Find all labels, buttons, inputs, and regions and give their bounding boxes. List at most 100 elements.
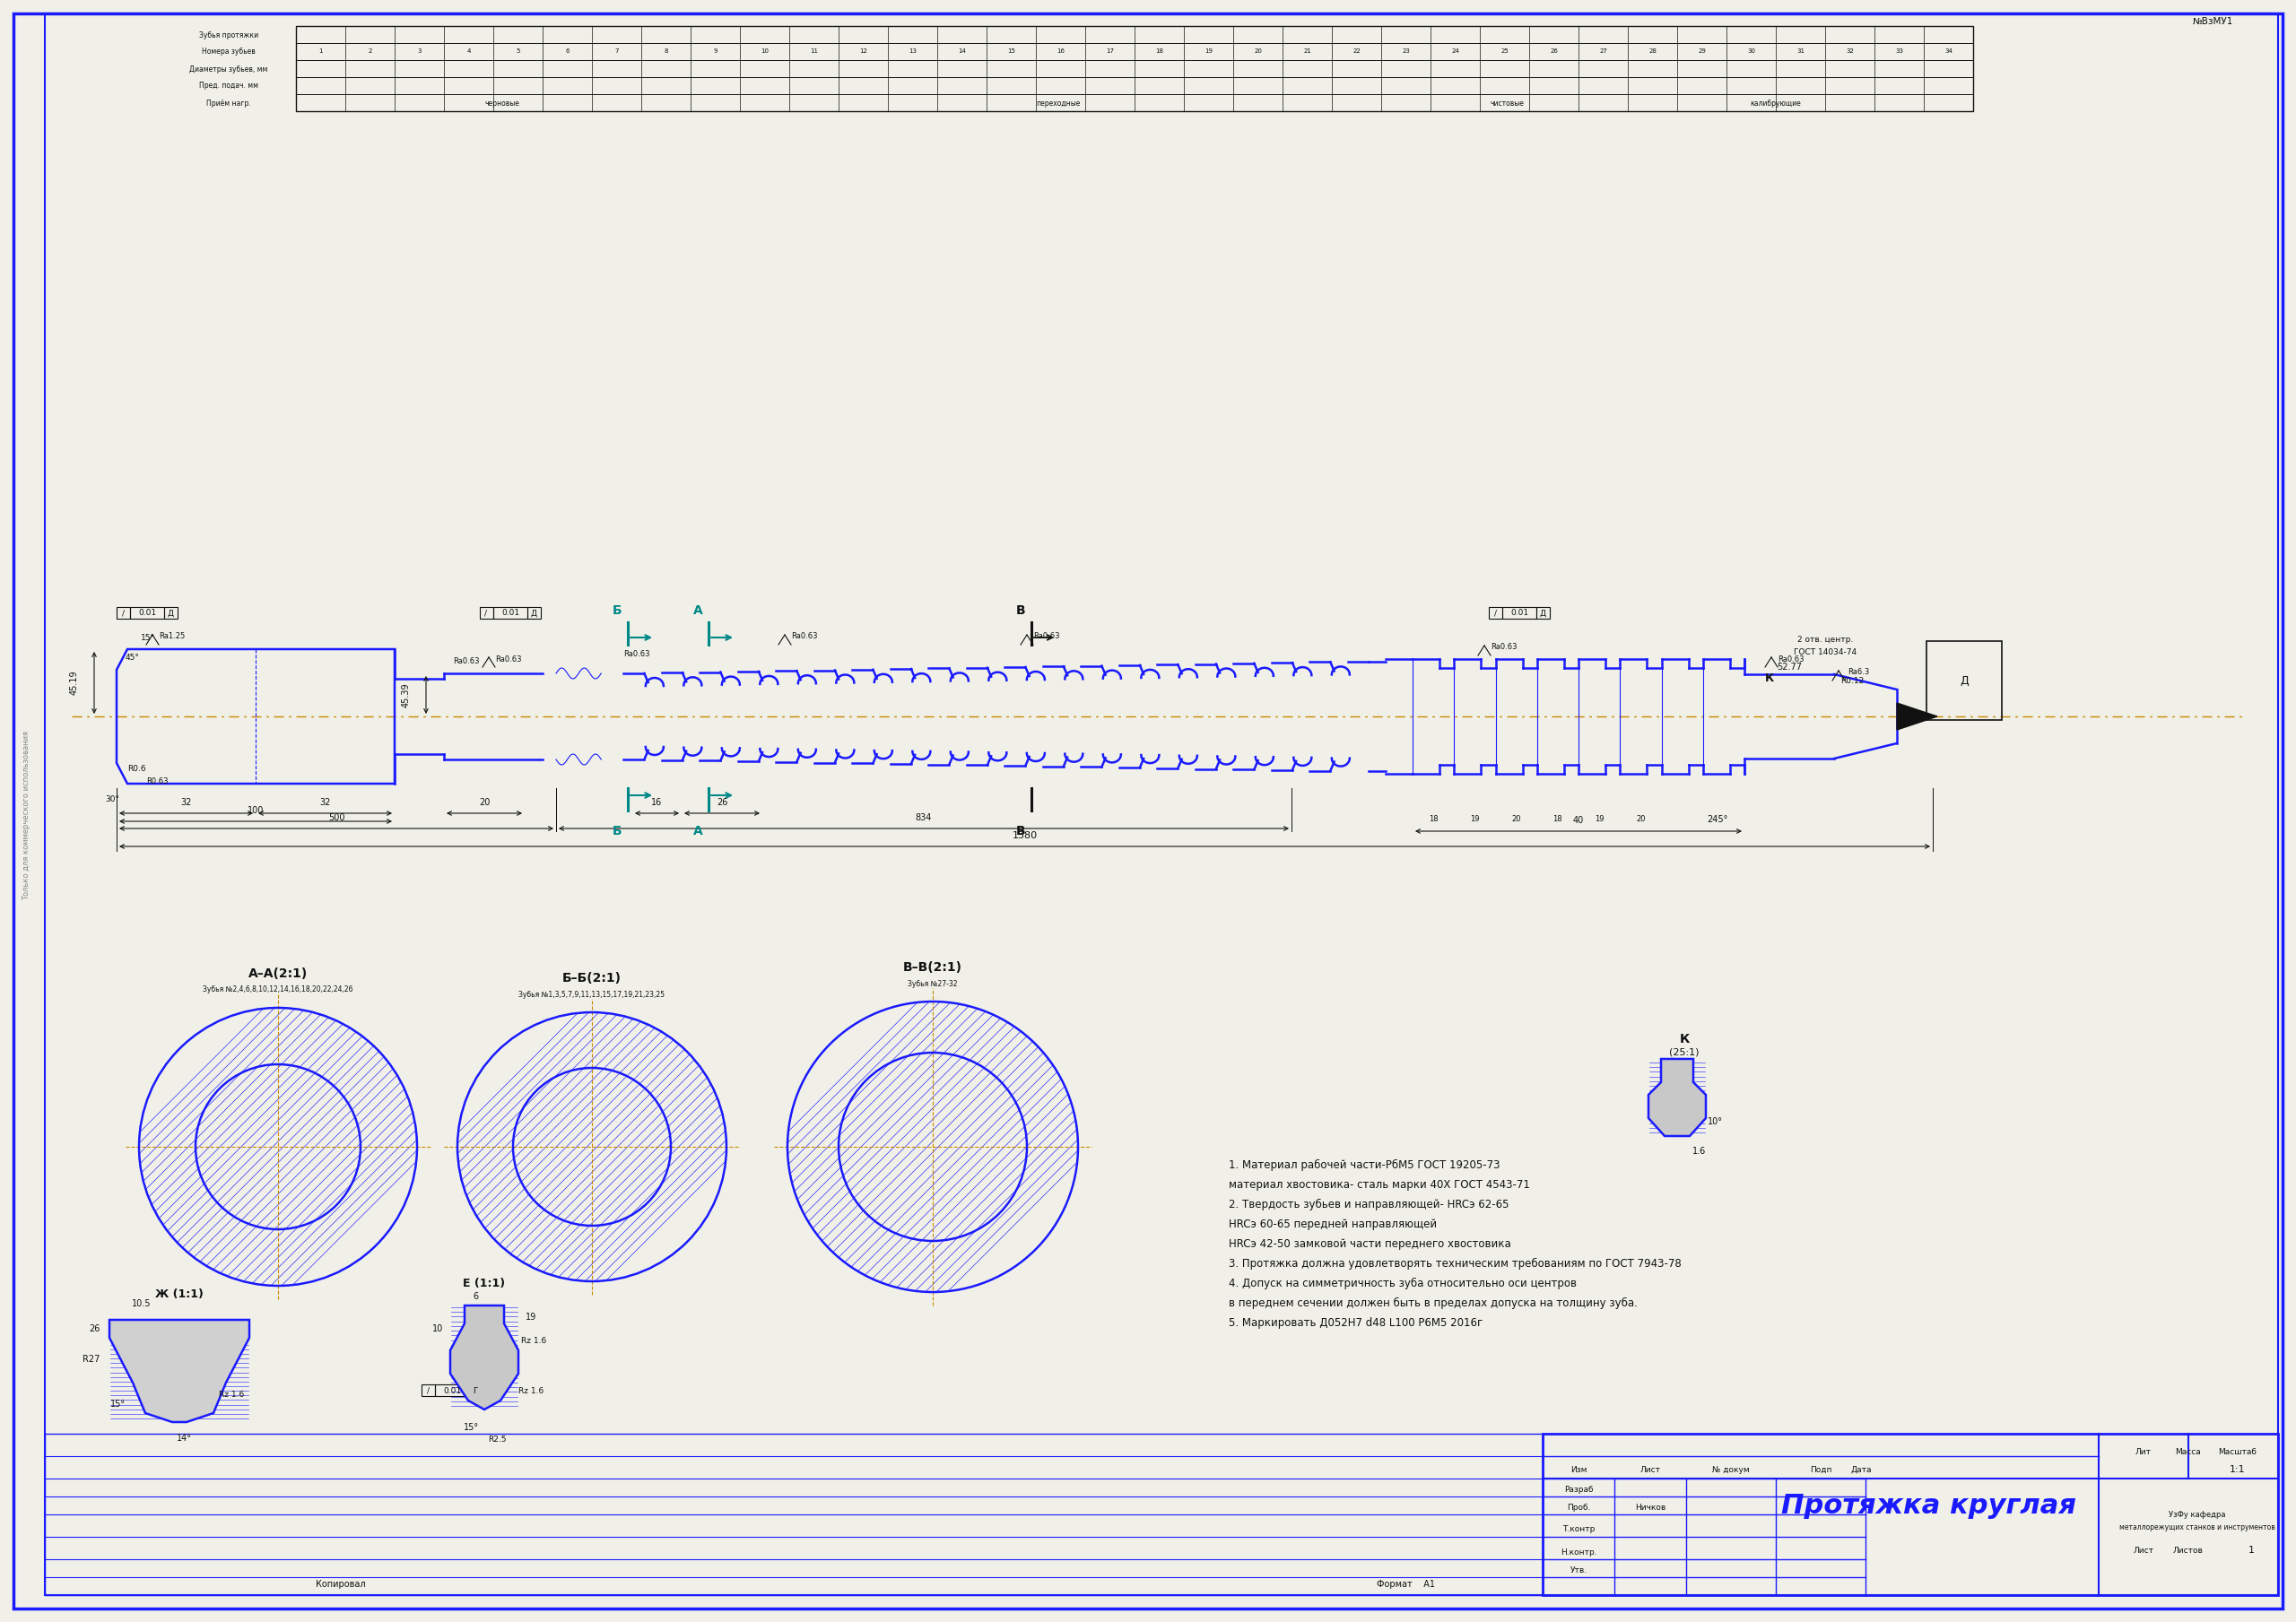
Text: черновые: черновые [484, 101, 519, 109]
Text: 6: 6 [565, 49, 569, 54]
Text: Б: Б [613, 826, 622, 837]
Text: Е (1:1): Е (1:1) [464, 1278, 505, 1289]
Text: Rz 1.6: Rz 1.6 [218, 1392, 243, 1400]
Text: К: К [1678, 1033, 1690, 1046]
Text: Лист: Лист [1639, 1466, 1660, 1474]
Text: 32: 32 [1846, 49, 1853, 54]
Text: 3. Протяжка должна удовлетворять техническим требованиям по ГОСТ 7943-78: 3. Протяжка должна удовлетворять техниче… [1228, 1257, 1681, 1270]
Text: Приём нагр.: Приём нагр. [207, 99, 250, 107]
Text: Формат    A1: Формат A1 [1378, 1580, 1435, 1590]
Text: Зубья протяжки: Зубья протяжки [200, 31, 259, 39]
Text: 30°: 30° [106, 795, 119, 803]
Text: Протяжка круглая: Протяжка круглая [1782, 1492, 2076, 1518]
Text: 19: 19 [1205, 49, 1212, 54]
Text: Д: Д [530, 610, 537, 618]
Text: 31: 31 [1795, 49, 1805, 54]
Text: 15°: 15° [110, 1400, 126, 1408]
Text: 32: 32 [181, 798, 191, 808]
Text: 19: 19 [526, 1312, 537, 1322]
Text: (25:1): (25:1) [1669, 1048, 1699, 1058]
Text: 11: 11 [810, 49, 817, 54]
Text: 0.01: 0.01 [443, 1387, 461, 1395]
Text: 6: 6 [473, 1293, 478, 1301]
Text: 0.01: 0.01 [501, 610, 519, 618]
Text: 45°: 45° [126, 654, 140, 662]
Bar [1488, 607, 1502, 618]
Text: чистовые: чистовые [1490, 101, 1525, 109]
Text: Подп: Подп [1809, 1466, 1832, 1474]
Text: 5. Маркировать Д052H7 d48 L100 P6M5 2016г: 5. Маркировать Д052H7 d48 L100 P6M5 2016… [1228, 1317, 1483, 1328]
Text: R2.5: R2.5 [487, 1435, 505, 1444]
Text: А: А [693, 605, 703, 616]
Bar [131, 607, 163, 618]
Text: в переднем сечении должен быть в пределах допуска на толщину зуба.: в переднем сечении должен быть в предела… [1228, 1298, 1637, 1309]
Text: 5: 5 [517, 49, 519, 54]
Text: ГОСТ 14034-74: ГОСТ 14034-74 [1793, 647, 1857, 655]
Text: 4. Допуск на симметричность зуба относительно оси центров: 4. Допуск на симметричность зуба относит… [1228, 1277, 1577, 1289]
Text: /: / [122, 610, 124, 618]
Bar [1543, 1434, 2278, 1594]
Text: Ж (1:1): Ж (1:1) [156, 1289, 204, 1301]
Text: Копировал: Копировал [317, 1580, 365, 1590]
Text: 19: 19 [1593, 816, 1605, 824]
Text: 16: 16 [652, 798, 664, 808]
Text: №ВзМУ1: №ВзМУ1 [2193, 18, 2234, 26]
Text: Ra1.25: Ra1.25 [158, 633, 186, 641]
Text: 24: 24 [1451, 49, 1458, 54]
Text: Г: Г [473, 1387, 478, 1395]
Bar [528, 607, 542, 618]
Text: калибрующие: калибрующие [1750, 101, 1802, 109]
Text: 23: 23 [1403, 49, 1410, 54]
Text: Б–Б(2:1): Б–Б(2:1) [563, 972, 622, 985]
Text: 834: 834 [916, 813, 932, 822]
Text: 40: 40 [1573, 816, 1584, 826]
Bar [480, 607, 494, 618]
Text: R0.6: R0.6 [126, 764, 145, 772]
Text: Д: Д [168, 610, 174, 618]
Bar [1536, 607, 1550, 618]
Text: В: В [1015, 826, 1026, 837]
Text: Н.контр.: Н.контр. [1561, 1547, 1596, 1555]
Text: УзФу кафедра: УзФу кафедра [2170, 1510, 2225, 1518]
Text: R0.63: R0.63 [147, 777, 168, 785]
Polygon shape [1896, 702, 1938, 730]
Text: 34: 34 [1945, 49, 1952, 54]
Text: 18: 18 [1155, 49, 1164, 54]
Text: 28: 28 [1649, 49, 1655, 54]
Text: 20: 20 [1637, 816, 1646, 824]
Bar [494, 607, 528, 618]
Text: 25: 25 [1502, 49, 1508, 54]
Text: 2: 2 [367, 49, 372, 54]
Text: 100: 100 [248, 806, 264, 814]
Bar [468, 1385, 482, 1397]
Bar [422, 1385, 434, 1397]
Text: 1: 1 [319, 49, 324, 54]
Text: 1. Материал рабочей части-РбМ5 ГОСТ 19205-73: 1. Материал рабочей части-РбМ5 ГОСТ 1920… [1228, 1158, 1499, 1171]
Text: 8: 8 [664, 49, 668, 54]
Text: 3: 3 [418, 49, 420, 54]
Text: 0.01: 0.01 [138, 610, 156, 618]
Text: 1.6: 1.6 [1692, 1147, 1706, 1156]
Text: 18: 18 [1552, 816, 1564, 824]
Text: Пред. подач. мм: Пред. подач. мм [200, 83, 257, 91]
Text: HRCэ 42-50 замковой части переднего хвостовика: HRCэ 42-50 замковой части переднего хвос… [1228, 1238, 1511, 1249]
Text: 4: 4 [466, 49, 471, 54]
Text: 29: 29 [1697, 49, 1706, 54]
Text: 22: 22 [1352, 49, 1362, 54]
Text: Масса: Масса [2177, 1447, 2202, 1455]
Text: Листов: Листов [2174, 1546, 2204, 1554]
Text: Масштаб: Масштаб [2218, 1447, 2257, 1455]
Text: 26: 26 [1550, 49, 1557, 54]
Bar [46, 1434, 1543, 1594]
Text: 26: 26 [716, 798, 728, 808]
Text: /: / [484, 610, 487, 618]
Text: 19: 19 [1469, 816, 1479, 824]
Text: В–В(2:1): В–В(2:1) [902, 962, 962, 973]
Text: 2. Твердость зубьев и направляющей- HRCэ 62-65: 2. Твердость зубьев и направляющей- HRCэ… [1228, 1199, 1508, 1210]
Text: Лист: Лист [2133, 1546, 2154, 1554]
Text: материал хвостовика- сталь марки 40X ГОСТ 4543-71: материал хвостовика- сталь марки 40X ГОС… [1228, 1179, 1529, 1191]
Text: К: К [1766, 673, 1775, 684]
Text: /: / [1495, 610, 1497, 618]
Text: 14°: 14° [177, 1434, 191, 1442]
Text: А–А(2:1): А–А(2:1) [248, 967, 308, 980]
